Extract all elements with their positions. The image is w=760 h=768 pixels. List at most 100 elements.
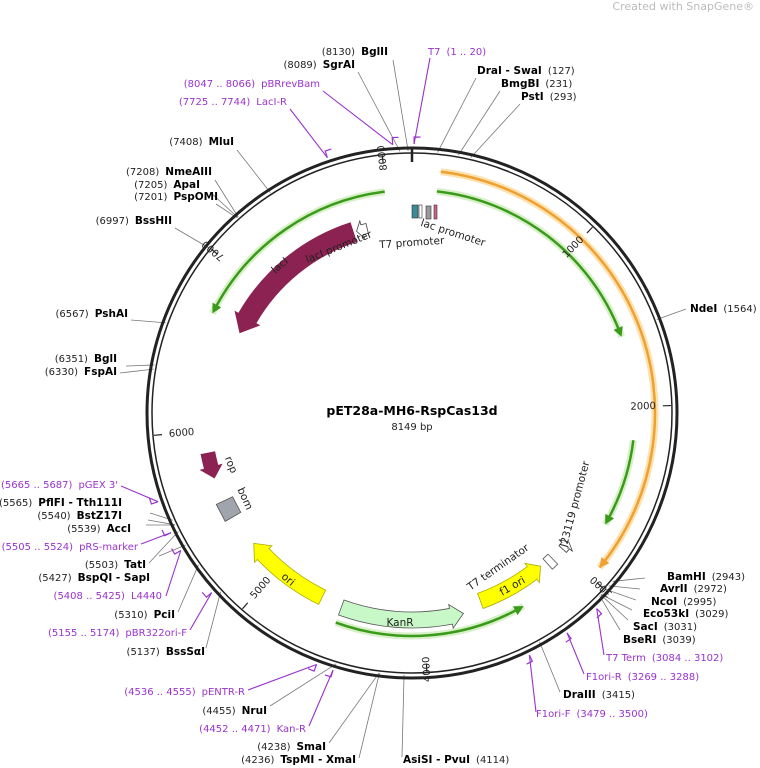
site-position: (3269 .. 3288) — [628, 672, 700, 683]
enzyme-site-TatI[interactable]: (5503) TatI — [85, 559, 146, 571]
primer-label-pBRrevBam[interactable]: (8047 .. 8066) pBRrevBam — [184, 79, 320, 90]
enzyme-site-NdeI[interactable]: NdeI (1564) — [690, 303, 757, 315]
enzyme-site-NmeAIII[interactable]: (7208) NmeAIII — [126, 166, 212, 178]
enzyme-site-BssHII[interactable]: (6997) BssHII — [96, 215, 172, 227]
rop-feature[interactable] — [199, 451, 223, 479]
site-name: ApaI — [173, 179, 200, 191]
primer-label-T7[interactable]: T7 (1 .. 20) — [427, 47, 486, 58]
ruler-label: 8000 — [376, 145, 390, 172]
site-position: (7208) — [126, 167, 159, 178]
primer-label-F1ori-R[interactable]: F1ori-R (3269 .. 3288) — [586, 672, 699, 683]
site-position: (6567) — [55, 309, 88, 320]
enzyme-site-BamHI[interactable]: BamHI (2943) — [667, 571, 745, 583]
primer-label-T7-Term[interactable]: T7 Term (3084 .. 3102) — [605, 653, 723, 664]
J23119-promoter-feature[interactable] — [558, 539, 573, 553]
KanR-feature[interactable] — [337, 599, 464, 630]
primer-label-LacI-R[interactable]: (7725 .. 7744) LacI-R — [179, 97, 287, 108]
enzyme-site-AccI[interactable]: (5539) AccI — [67, 523, 131, 535]
site-position: (1 .. 20) — [446, 47, 486, 58]
site-name: AsiSI - PvuI — [403, 754, 470, 766]
green-arc-head — [212, 302, 222, 314]
site-name: NruI — [242, 705, 267, 717]
primer-label-Kan-R[interactable]: (4452 .. 4471) Kan-R — [199, 724, 306, 735]
site-name: FspAI — [84, 366, 117, 378]
primer-marker — [565, 632, 572, 643]
enzyme-site-ApaI[interactable]: (7205) ApaI — [134, 179, 200, 191]
enzyme-site-BstZ17I[interactable]: (5540) BstZ17I — [37, 510, 122, 522]
ruler-tick — [242, 602, 249, 610]
enzyme-site-DraI-SwaI[interactable]: DraI - SwaI (127) — [477, 65, 575, 77]
enzyme-site-BssS-I[interactable]: (5137) BssSαI — [127, 646, 205, 658]
enzyme-site-NcoI[interactable]: NcoI (2995) — [651, 596, 716, 608]
enzyme-site-BglI[interactable]: (6351) BglI — [55, 353, 117, 365]
enzyme-site-PflFI-Tth111I[interactable]: (5565) PflFI - Tth111I — [0, 497, 122, 509]
enzyme-site-PshAI[interactable]: (6567) PshAI — [55, 308, 128, 320]
primer-label-L4440[interactable]: (5408 .. 5425) L4440 — [54, 591, 162, 602]
site-position: (6351) — [55, 354, 88, 365]
site-leader-line — [130, 319, 167, 324]
ori-feature[interactable] — [253, 542, 327, 605]
enzyme-site-MluI[interactable]: (7408) MluI — [169, 136, 234, 148]
his-tag-feature[interactable] — [433, 204, 438, 220]
enzyme-site-SacI[interactable]: SacI (3031) — [633, 621, 697, 633]
primer-label-pGEX-3-[interactable]: (5665 .. 5687) pGEX 3' — [1, 480, 118, 491]
primer-marker — [391, 136, 399, 145]
site-name: BstZ17I — [77, 510, 122, 522]
enzyme-site-Eco53kI[interactable]: Eco53kI (3029) — [643, 608, 728, 620]
site-position: (231) — [545, 79, 572, 90]
site-leader-line — [247, 663, 317, 691]
site-position: (8089) — [283, 60, 316, 71]
site-leader-line — [322, 90, 394, 146]
enzyme-site-PciI[interactable]: (5310) PciI — [114, 609, 175, 621]
lacI-promoter-feature[interactable] — [356, 219, 369, 240]
snapgene-watermark: Created with SnapGene® — [612, 0, 754, 13]
enzyme-site-AvrII[interactable]: AvrII (2972) — [660, 583, 727, 595]
site-name: BamHI — [667, 571, 706, 583]
site-leader-line — [214, 179, 239, 218]
enzyme-site-SgrAI[interactable]: (8089) SgrAI — [283, 59, 355, 71]
lacI-feature[interactable] — [234, 222, 357, 334]
site-position: (5565) — [0, 498, 32, 509]
enzyme-site-SmaI[interactable]: (4238) SmaI — [257, 741, 326, 753]
enzyme-site-AsiSI-PvuI[interactable]: AsiSI - PvuI (4114) — [403, 754, 509, 766]
T7-promoter-label: T7 promoter — [378, 235, 446, 252]
enzyme-site-FspAI[interactable]: (6330) FspAI — [45, 366, 117, 378]
T7-promoter-feature[interactable] — [411, 204, 419, 219]
site-position: (5539) — [67, 524, 100, 535]
site-position: (5137) — [127, 647, 160, 658]
enzyme-site-BseRI[interactable]: BseRI (3039) — [623, 634, 696, 646]
primer-label-F1ori-F[interactable]: F1ori-F (3479 .. 3500) — [536, 709, 648, 720]
enzyme-site-NruI[interactable]: (4455) NruI — [202, 705, 267, 717]
rbs-feature[interactable] — [425, 205, 432, 220]
site-leader-line — [205, 591, 221, 649]
enzyme-site-BmgBI[interactable]: BmgBI (231) — [501, 78, 572, 90]
site-leader-line — [148, 531, 179, 564]
enzyme-site-BglII[interactable]: (8130) BglII — [322, 46, 388, 58]
lac-operator-feature[interactable] — [418, 204, 423, 219]
primer-marker — [201, 592, 213, 599]
site-position: (4536 .. 4555) — [124, 687, 196, 698]
enzyme-site-PstI[interactable]: PstI (293) — [521, 91, 577, 103]
primer-label-pRS-marker[interactable]: (5505 .. 5524) pRS-marker — [2, 542, 139, 553]
site-name: pBR322ori-F — [125, 628, 187, 639]
site-position: (3029) — [695, 609, 728, 620]
bom-feature[interactable] — [215, 496, 242, 522]
enzyme-site-PspOMI[interactable]: (7201) PspOMI — [134, 191, 218, 203]
enzyme-site-DraIII[interactable]: DraIII (3415) — [563, 689, 635, 701]
site-name: AccI — [107, 523, 131, 535]
site-labels: (8130) BglII (8089) SgrAI (8047 .. 8066) pBRr… — [0, 46, 757, 766]
primer-label-pBR322ori-F[interactable]: (5155 .. 5174) pBR322ori-F — [48, 628, 187, 639]
site-leader-line — [125, 364, 155, 367]
f1-ori-feature[interactable] — [477, 562, 541, 609]
site-name: Kan-R — [277, 724, 306, 735]
ruler-tick — [596, 582, 604, 589]
enzyme-site-TspMI-XmaI[interactable]: (4236) TspMI - XmaI — [241, 754, 356, 766]
green-arc-glow — [602, 439, 637, 527]
primer-label-pENTR-R[interactable]: (4536 .. 4555) pENTR-R — [124, 687, 245, 698]
enzyme-site-BspQI-SapI[interactable]: (5427) BspQI - SapI — [38, 572, 150, 584]
T7-terminator-feature[interactable] — [542, 553, 559, 570]
site-name: TspMI - XmaI — [280, 754, 356, 766]
site-name: F1ori-R — [586, 672, 622, 683]
green-arc — [335, 608, 519, 638]
